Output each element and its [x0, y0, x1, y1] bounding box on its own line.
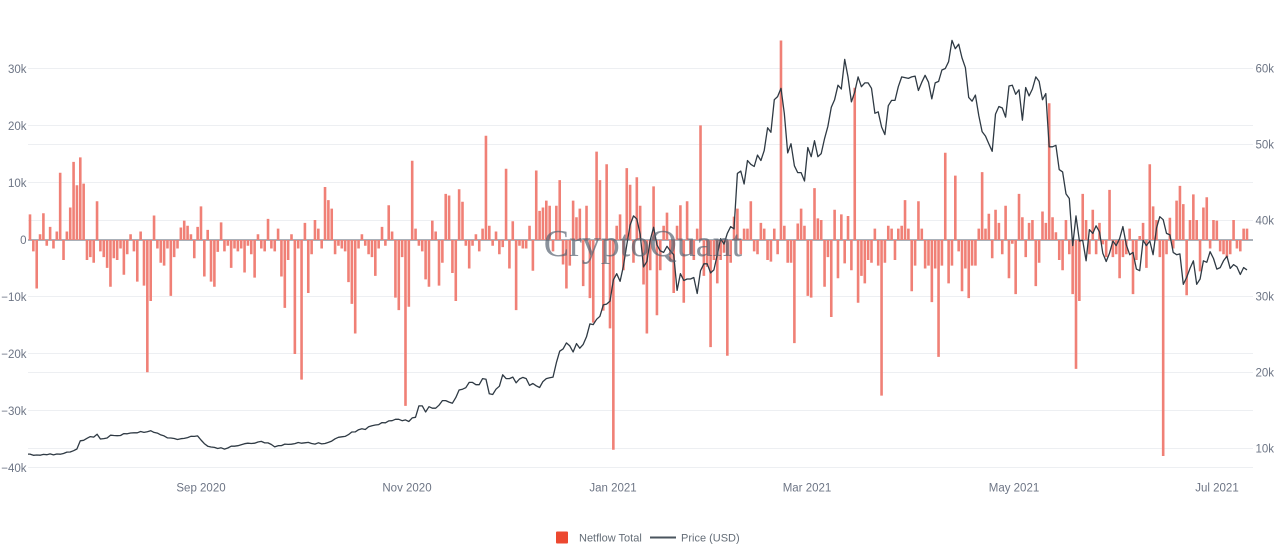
svg-text:CryptoQuant: CryptoQuant — [544, 223, 743, 265]
svg-text:Nov 2020: Nov 2020 — [382, 483, 431, 495]
svg-text:50k: 50k — [1256, 140, 1275, 152]
svg-text:−10k: −10k — [1, 292, 27, 304]
svg-text:40k: 40k — [1256, 216, 1275, 228]
svg-text:Price (USD): Price (USD) — [681, 533, 740, 545]
svg-text:Netflow Total: Netflow Total — [579, 533, 642, 545]
svg-text:−30k: −30k — [1, 406, 27, 418]
svg-text:20k: 20k — [8, 121, 27, 133]
svg-text:30k: 30k — [8, 64, 27, 76]
svg-text:10k: 10k — [1256, 444, 1275, 456]
svg-text:Sep 2020: Sep 2020 — [176, 483, 225, 495]
svg-text:Jul 2021: Jul 2021 — [1195, 483, 1238, 495]
svg-text:Mar 2021: Mar 2021 — [783, 483, 832, 495]
svg-text:10k: 10k — [8, 178, 27, 190]
svg-text:−20k: −20k — [1, 349, 27, 361]
svg-text:0: 0 — [20, 235, 26, 247]
svg-text:Jan 2021: Jan 2021 — [589, 483, 636, 495]
svg-text:May 2021: May 2021 — [989, 483, 1040, 495]
svg-text:60k: 60k — [1256, 64, 1275, 76]
svg-text:30k: 30k — [1256, 292, 1275, 304]
svg-text:20k: 20k — [1256, 368, 1275, 380]
svg-text:−40k: −40k — [1, 463, 27, 475]
